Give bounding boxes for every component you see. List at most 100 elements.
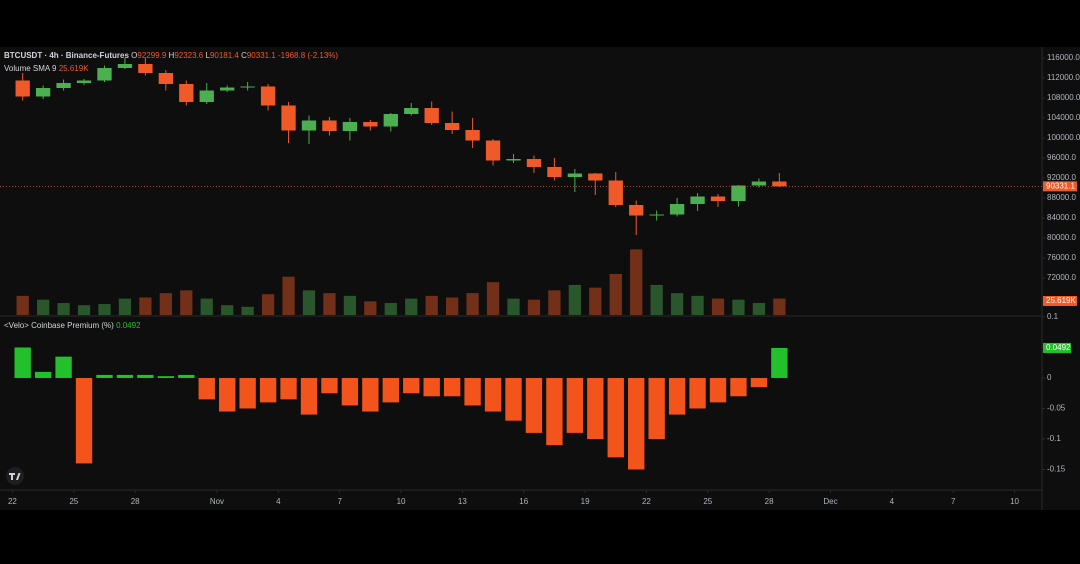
candle-body xyxy=(526,159,542,167)
volume-bar xyxy=(221,305,234,315)
candle-body xyxy=(260,86,276,106)
last-value-label: 0.0492 xyxy=(1046,343,1071,352)
volume-bar xyxy=(241,306,254,315)
candle-body xyxy=(485,140,501,161)
legend-key: L xyxy=(205,51,210,60)
y-tick-label: -0.05 xyxy=(1047,404,1066,413)
candle-body xyxy=(199,90,214,102)
premium-bar xyxy=(607,377,624,458)
y-tick-label: 72000.0 xyxy=(1047,273,1076,282)
x-tick-label: 7 xyxy=(337,497,342,506)
x-tick-label: 22 xyxy=(8,497,17,506)
volume-bar xyxy=(343,295,357,315)
x-tick-label: 16 xyxy=(519,497,528,506)
candle-body xyxy=(342,122,358,131)
premium-bar xyxy=(484,377,502,412)
change-percent: (-2.13%) xyxy=(307,51,338,60)
y-tick-label: 116000.0 xyxy=(1047,53,1080,62)
premium-bar xyxy=(443,377,461,397)
volume-bar xyxy=(405,298,418,315)
candle-body xyxy=(731,185,746,201)
legend-value: 92299.9 xyxy=(137,51,166,60)
x-tick-label: 22 xyxy=(642,497,651,506)
volume-sma-label: 25.619K xyxy=(1046,296,1076,305)
candle-body xyxy=(710,196,726,201)
y-tick-label: 88000.0 xyxy=(1047,193,1076,202)
candle-body xyxy=(117,64,133,68)
volume-bar xyxy=(711,298,725,315)
premium-bar xyxy=(300,377,318,415)
last-price-label: 90331.1 xyxy=(1046,181,1075,190)
premium-bar xyxy=(75,377,93,464)
y-tick-label: 112000.0 xyxy=(1047,73,1080,82)
premium-bar xyxy=(198,377,215,400)
candle-body xyxy=(363,122,378,127)
premium-bar xyxy=(55,356,72,378)
premium-bar xyxy=(96,374,113,378)
volume-bar xyxy=(650,284,663,315)
candle-body xyxy=(322,120,337,131)
premium-bar xyxy=(628,377,645,470)
x-tick-label: Dec xyxy=(823,497,837,506)
volume-bar xyxy=(446,297,459,315)
candle-body xyxy=(506,159,521,161)
candle-body xyxy=(629,205,644,216)
candle-body xyxy=(76,80,92,83)
volume-bar xyxy=(159,293,172,315)
legend-value: 92323.6 xyxy=(174,51,203,60)
volume-sma-value: 25.619K xyxy=(59,64,89,73)
volume-bar xyxy=(609,273,622,315)
candle-body xyxy=(669,204,685,215)
volume-bar xyxy=(77,305,91,315)
last-value-box xyxy=(1043,342,1071,353)
volume-bar xyxy=(691,295,704,315)
volume-header: Volume SMA 9 25.619K xyxy=(4,64,89,73)
y-tick-label: -0.15 xyxy=(1047,465,1066,474)
volume-bar xyxy=(323,293,336,315)
premium-bar xyxy=(771,347,788,378)
tradingview-logo[interactable] xyxy=(6,467,24,485)
y-tick-label: 104000.0 xyxy=(1047,113,1080,122)
premium-bar xyxy=(341,377,359,406)
y-tick-label: 92000.0 xyxy=(1047,173,1076,182)
volume-bar xyxy=(732,299,745,315)
x-tick-label: 28 xyxy=(131,497,140,506)
candle-body xyxy=(772,181,787,187)
candle-body xyxy=(220,87,235,91)
premium-bar xyxy=(730,377,747,397)
premium-bar xyxy=(464,377,481,406)
y-tick-label: 76000.0 xyxy=(1047,253,1076,262)
legend-value: 90181.4 xyxy=(210,51,239,60)
volume-bar xyxy=(261,294,275,315)
candle-body xyxy=(240,86,255,88)
candle-body xyxy=(404,108,419,114)
premium-bar xyxy=(137,374,154,378)
change: -1968.8 xyxy=(278,51,306,60)
premium-bar xyxy=(689,377,706,409)
x-tick-label: 19 xyxy=(581,497,590,506)
volume-bar xyxy=(384,302,397,315)
volume-bar xyxy=(118,298,132,315)
legend-value: 90331.1 xyxy=(247,51,276,60)
candle-body xyxy=(690,196,705,204)
candle-body xyxy=(751,181,767,186)
x-tick-label: 4 xyxy=(890,497,895,506)
candle-body xyxy=(179,84,194,102)
price-header: BTCUSDT · 4h · Binance-Futures O92299.9 … xyxy=(4,51,338,60)
volume-title: Volume SMA 9 xyxy=(4,64,57,73)
candle-body xyxy=(608,180,623,205)
candle-body xyxy=(567,173,583,177)
volume-bar xyxy=(16,295,29,315)
premium-bar xyxy=(423,377,440,397)
y-tick-label: 80000.0 xyxy=(1047,233,1076,242)
volume-bar xyxy=(773,298,786,315)
premium-bar xyxy=(34,371,52,378)
candle-body xyxy=(588,173,603,181)
candle-body xyxy=(383,114,398,127)
premium-bar xyxy=(668,377,686,415)
candle-body xyxy=(424,108,439,123)
legend-key: H xyxy=(169,51,175,60)
premium-bar xyxy=(14,347,31,378)
premium-bar xyxy=(362,377,379,412)
